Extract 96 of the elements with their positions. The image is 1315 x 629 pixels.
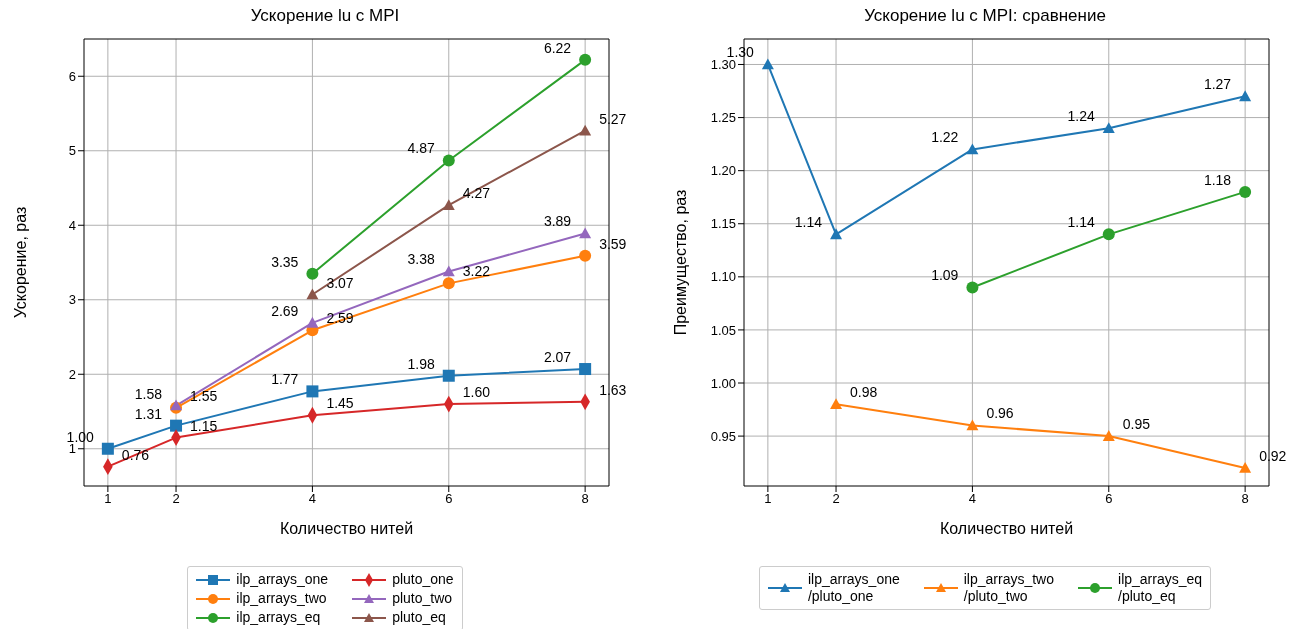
point — [101, 442, 114, 455]
data-label: 3.22 — [462, 263, 491, 280]
x-tick-label: 2 — [172, 491, 180, 507]
data-label: 5.27 — [599, 110, 627, 127]
point — [1102, 122, 1115, 133]
y-tick-label: 3 — [68, 292, 76, 308]
point — [306, 316, 319, 328]
data-label: 0.96 — [986, 405, 1014, 422]
point — [442, 265, 455, 277]
point — [830, 228, 843, 240]
x-tick-label: 8 — [1241, 491, 1249, 507]
point — [306, 288, 319, 300]
data-label: 3.07 — [326, 274, 354, 291]
data-label: 1.31 — [134, 405, 163, 422]
point — [579, 363, 592, 376]
point — [579, 227, 592, 239]
point — [579, 124, 592, 136]
data-label: 1.22 — [931, 129, 959, 146]
legend-label: ilp_arrays_eq /pluto_eq — [1118, 571, 1203, 605]
y-tick-label: 5 — [68, 143, 76, 159]
legend-label: pluto_one — [392, 571, 454, 588]
x-axis-title: Количество нитей — [939, 520, 1074, 537]
data-label: 1.09 — [931, 267, 959, 284]
data-label: 1.14 — [794, 214, 823, 231]
data-label: 3.59 — [599, 235, 627, 252]
y-tick-label: 6 — [68, 68, 76, 84]
legend-label: pluto_eq — [392, 609, 446, 626]
x-tick-label: 4 — [308, 491, 317, 507]
chart-title: Ускорение lu с MPI: сравнение — [863, 5, 1107, 27]
x-tick-label: 8 — [581, 491, 589, 507]
point — [442, 154, 455, 167]
x-axis-title: Количество нитей — [279, 520, 414, 537]
point — [170, 419, 183, 432]
point — [1239, 185, 1252, 198]
legend-label: ilp_arrays_one — [236, 571, 329, 588]
y-tick-label: 1.00 — [710, 375, 736, 391]
legend-label: ilp_arrays_one /pluto_one — [807, 571, 900, 605]
x-tick-label: 4 — [968, 491, 977, 507]
data-label: 0.92 — [1259, 447, 1287, 464]
data-label: 1.15 — [190, 417, 218, 434]
data-label: 1.77 — [271, 371, 299, 388]
chart-title: Ускорение lu с MPI — [249, 5, 401, 27]
data-label: 1.45 — [326, 395, 354, 412]
point — [761, 58, 774, 70]
point — [830, 398, 843, 410]
data-label: 2.69 — [271, 302, 299, 319]
x-tick-label: 1 — [104, 491, 112, 507]
x-tick-label: 1 — [764, 491, 772, 507]
y-tick-label: 1 — [68, 441, 76, 457]
point — [579, 53, 592, 66]
legend-label: ilp_arrays_eq — [236, 609, 321, 626]
point — [579, 249, 592, 262]
data-label: 1.98 — [407, 355, 435, 372]
y-tick-label: 2 — [68, 366, 76, 382]
x-tick-label: 6 — [445, 491, 453, 507]
data-label: 1.63 — [599, 381, 627, 398]
legend-label: pluto_two — [392, 590, 453, 607]
point — [966, 281, 979, 294]
data-label: 2.07 — [543, 349, 572, 366]
point — [442, 277, 455, 290]
data-label: 3.35 — [271, 253, 299, 270]
y-tick-label: 0.95 — [710, 428, 736, 444]
data-label: 1.18 — [1203, 171, 1232, 188]
y-tick-label: 1.10 — [710, 269, 736, 285]
point — [1102, 228, 1115, 241]
y-axis-title: Ускорение, раз — [11, 206, 29, 319]
data-label: 1.60 — [462, 384, 491, 401]
x-tick-label: 2 — [832, 491, 840, 507]
point — [1102, 430, 1115, 441]
data-label: 4.87 — [407, 140, 435, 157]
point — [442, 199, 455, 210]
y-tick-label: 4 — [68, 217, 76, 233]
y-tick-label: 1.15 — [710, 216, 736, 232]
legend-label: ilp_arrays_two /pluto_two — [963, 571, 1055, 605]
y-axis-title: Преимущество, раз — [671, 189, 689, 336]
data-label: 3.89 — [543, 213, 572, 230]
point — [442, 369, 455, 382]
data-label: 1.24 — [1067, 108, 1095, 125]
legend-label: ilp_arrays_two — [236, 590, 327, 607]
data-label: 0.98 — [850, 384, 878, 401]
point — [966, 143, 979, 155]
y-tick-label: 1.20 — [710, 163, 736, 179]
data-label: 1.27 — [1203, 76, 1232, 93]
point — [966, 419, 979, 431]
point — [306, 267, 319, 280]
x-tick-label: 6 — [1105, 491, 1113, 507]
point — [306, 385, 319, 398]
data-label: 1.14 — [1067, 214, 1095, 231]
point — [1239, 90, 1252, 102]
data-label: 3.38 — [407, 251, 435, 268]
point — [1239, 461, 1252, 473]
data-label: 1.58 — [134, 385, 163, 402]
data-label: 6.22 — [543, 39, 572, 56]
y-tick-label: 1.25 — [710, 110, 736, 126]
data-label: 0.95 — [1122, 416, 1151, 433]
y-tick-label: 1.05 — [710, 322, 736, 338]
